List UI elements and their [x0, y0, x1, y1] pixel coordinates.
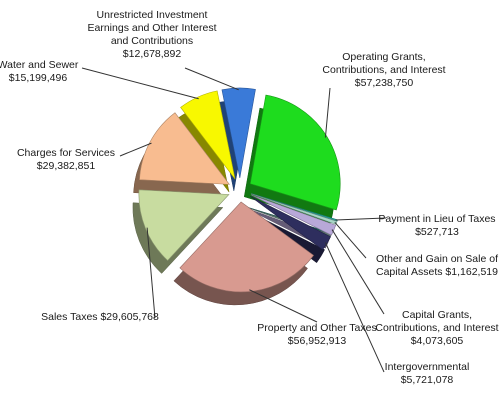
slice-label-line: Capital Grants, [402, 309, 472, 321]
slice-label-line: Contributions, and Interest [322, 64, 445, 76]
slice-tops [138, 87, 341, 293]
slice-label: Sales Taxes $29,605,768 [41, 311, 159, 323]
leader-line [81, 67, 199, 100]
slice-label-line: and Contributions [111, 35, 193, 47]
pie-slice [180, 90, 236, 180]
pie-slice [221, 87, 256, 179]
slice-label: Water and Sewer $15,199,496 [0, 59, 79, 84]
slice-label: Operating Grants, Contributions, and Inte… [322, 51, 445, 89]
slice-label-line: $29,382,851 [37, 160, 96, 172]
pie-slice [250, 196, 332, 251]
leader-line [184, 67, 239, 91]
leader-line [119, 142, 152, 157]
leader-lines [81, 67, 387, 373]
leader-line [324, 87, 331, 138]
slice-label: Charges for Services $29,382,851 [17, 147, 115, 172]
slice-label: Capital Grants, Contributions, and Intere… [375, 309, 498, 347]
slice-label-line: Sales Taxes $29,605,768 [41, 311, 159, 323]
pie-slice [249, 94, 341, 211]
slice-label: Unrestricted Investment Earnings and Othe… [88, 9, 217, 60]
leader-line [335, 217, 387, 221]
slice-label-line: Contributions, and Interest [375, 322, 498, 334]
slice-label-line: $56,952,913 [288, 335, 347, 347]
pie-slice [139, 112, 231, 185]
slice-label-line: $12,678,892 [123, 48, 182, 60]
leader-line [324, 242, 385, 373]
pie-slice [250, 194, 337, 236]
slice-label-line: Other and Gain on Sale of [376, 253, 498, 265]
leader-line [146, 227, 156, 319]
slice-label-line: $5,721,078 [401, 374, 454, 386]
pie-slice [179, 201, 314, 293]
leader-line [331, 229, 385, 315]
pie-slice [138, 189, 230, 261]
slice-label: Property and Other Taxes $56,952,913 [257, 322, 376, 347]
slice-label: Payment in Lieu of Taxes $527,713 [378, 213, 495, 238]
slice-label-line: Operating Grants, [342, 51, 425, 63]
slice-label-line: Water and Sewer [0, 59, 79, 71]
slice-label-line: Property and Other Taxes [257, 322, 376, 334]
slice-label-line: Unrestricted Investment [97, 9, 208, 21]
leader-line [249, 289, 318, 323]
slice-label: Intergovernmental $5,721,078 [385, 361, 470, 386]
slice-label-line: $57,238,750 [355, 77, 414, 89]
slice-label-line: $4,073,605 [411, 335, 464, 347]
slice-label-line: Capital Assets $1,162,519 [376, 266, 498, 278]
leader-line [334, 222, 367, 259]
slice-label-line: $15,199,496 [9, 72, 68, 84]
slice-label-line: Charges for Services [17, 147, 115, 159]
slice-label-line: $527,713 [415, 226, 459, 238]
slice-label-line: Payment in Lieu of Taxes [378, 213, 495, 225]
slice-label-line: Earnings and Other Interest [88, 22, 217, 34]
slice-label: Other and Gain on Sale of Capital Assets … [376, 253, 498, 278]
slice-label-line: Intergovernmental [385, 361, 470, 373]
slice-labels: Operating Grants, Contributions, and Inte… [0, 9, 499, 386]
